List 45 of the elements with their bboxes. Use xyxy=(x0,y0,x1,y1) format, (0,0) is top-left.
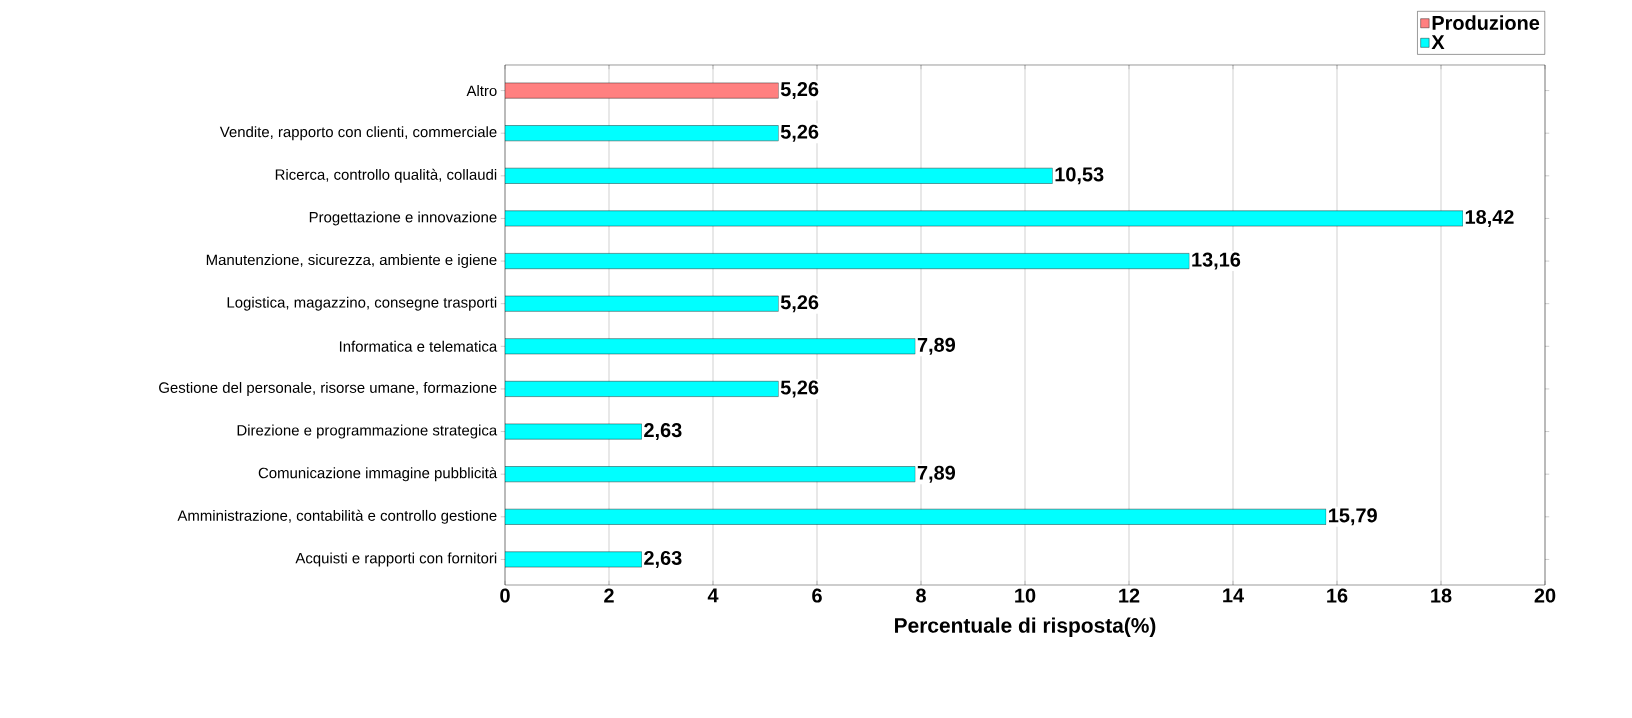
data-label: 15,79 xyxy=(1329,508,1377,526)
legend-label: Produzione xyxy=(1432,15,1540,30)
bar xyxy=(505,423,642,440)
bar xyxy=(505,210,1464,227)
y-tick-label: Altro xyxy=(466,85,497,97)
y-tick-label: Logistica, magazzino, consegne trasporti xyxy=(227,296,497,311)
legend-label: X xyxy=(1431,35,1445,49)
y-tick-label: Progettazione e innovazione xyxy=(309,211,497,226)
data-label: 2,63 xyxy=(644,550,682,568)
bar xyxy=(505,125,779,142)
y-tick-label: Vendite, rapporto con clienti, commerciale xyxy=(219,126,497,141)
x-tick-label: 0 xyxy=(500,588,510,603)
data-label: 5,26 xyxy=(780,124,819,142)
x-tick-label: 18 xyxy=(1431,588,1452,603)
y-tick-label: Gestione del personale, risorse umane, formazione xyxy=(159,381,497,396)
x-tick-label: 10 xyxy=(1015,588,1036,603)
y-tick-label: Ricerca, controllo qualità, collaudi xyxy=(275,168,497,183)
y-tick-label: Informatica e telematica xyxy=(339,340,498,352)
data-label: 18,42 xyxy=(1465,209,1514,227)
x-tick-label: 2 xyxy=(604,588,614,603)
data-label: 13,16 xyxy=(1192,252,1241,270)
x-axis-title: Percentuale di risposta(%) xyxy=(895,617,1156,637)
y-tick-label: Amministrazione, contabilità e controllo gestione xyxy=(177,509,497,524)
bar xyxy=(505,551,642,568)
y-tick-label: Comunicazione immagine pubblicità xyxy=(258,467,498,482)
x-tick-label: 8 xyxy=(916,588,926,603)
data-label: 10,53 xyxy=(1055,167,1104,185)
y-tick-label: Direzione e programmazione strategica xyxy=(237,424,498,439)
data-label: 7,89 xyxy=(917,465,956,483)
x-tick-label: 4 xyxy=(707,588,719,603)
data-label: 2,63 xyxy=(644,423,682,441)
x-tick-label: 12 xyxy=(1119,588,1140,603)
bar xyxy=(505,295,779,312)
x-tick-label: 14 xyxy=(1223,588,1244,603)
x-tick-label: 6 xyxy=(812,588,822,603)
bar xyxy=(505,381,779,397)
data-label: 5,26 xyxy=(780,295,819,313)
data-label: 7,89 xyxy=(917,337,956,355)
y-tick-label: Acquisti e rapporti con fornitori xyxy=(295,552,497,567)
y-tick-label: Manutenzione, sicurezza, ambiente e igiene xyxy=(206,254,497,269)
x-tick-label: 20 xyxy=(1534,588,1556,603)
bar xyxy=(505,167,1053,184)
data-label: 5,26 xyxy=(780,82,819,100)
data-label: 5,26 xyxy=(780,380,819,398)
x-tick-label: 16 xyxy=(1327,588,1348,603)
